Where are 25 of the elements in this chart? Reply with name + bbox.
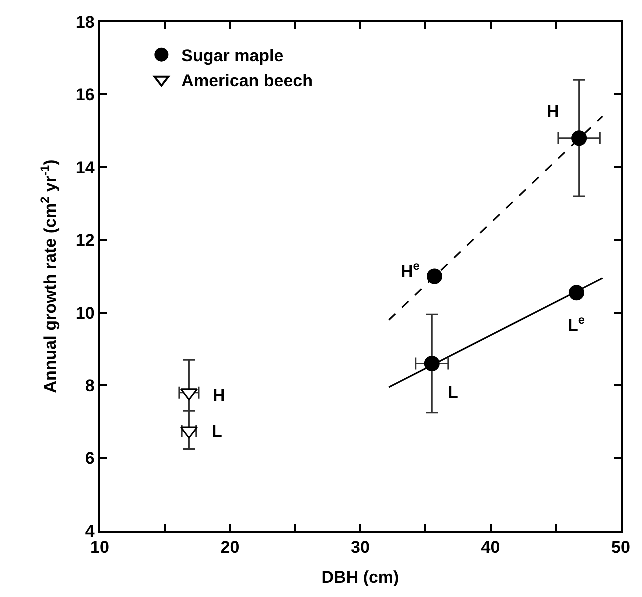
y-tick-label: 18	[76, 12, 95, 32]
x-tick-label: 50	[612, 538, 630, 558]
y-tick-label: 8	[85, 376, 95, 396]
legend-label: Sugar maple	[182, 46, 284, 66]
point	[426, 268, 442, 284]
annotation: L	[212, 422, 222, 441]
point	[572, 130, 588, 146]
y-tick-label: 6	[85, 449, 95, 468]
annotation: L	[448, 383, 458, 402]
annotation: H	[547, 102, 560, 121]
y-tick-label: 16	[76, 86, 95, 105]
annotation: H	[213, 386, 226, 405]
legend-label: American beech	[182, 72, 314, 91]
annotation: L$^{e}$	[568, 313, 586, 336]
x-axis-title: DBH (cm)	[322, 568, 400, 588]
x-tick-label: 40	[481, 538, 500, 558]
point	[424, 356, 440, 372]
y-tick-label: 14	[76, 158, 96, 178]
y-tick-label: 4	[85, 522, 96, 541]
y-tick-label: 10	[76, 304, 95, 323]
annotation: H$^{e}$	[401, 259, 420, 282]
point	[568, 285, 584, 301]
x-tick-label: 20	[220, 538, 240, 558]
x-tick-label: 30	[351, 538, 370, 558]
y-tick-label: 12	[76, 231, 95, 250]
